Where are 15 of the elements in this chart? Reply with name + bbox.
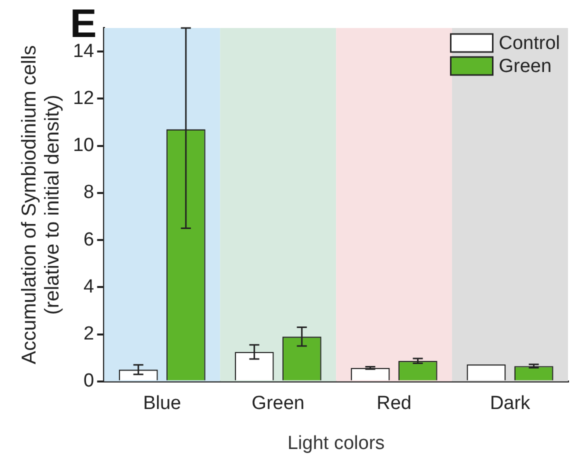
y-tick-label: 0	[84, 370, 94, 392]
legend-label: Control	[498, 33, 560, 54]
x-tick-label: Green	[252, 393, 304, 414]
y-axis-title: Accumulation of Symbiodinium cells (relative to initial density)	[18, 45, 64, 364]
x-axis-title: Light colors	[287, 432, 385, 454]
x-tick-label: Dark	[490, 393, 531, 414]
y-tick-label: 6	[84, 229, 94, 250]
y-tick-label: 10	[72, 135, 94, 156]
x-tick-label: Red	[376, 393, 412, 414]
y-tick-label: 12	[72, 88, 94, 109]
y-tick-label: 2	[84, 324, 94, 345]
legend-label: Green	[498, 56, 552, 78]
y-tick-label: 4	[84, 276, 95, 298]
x-tick-label: Blue	[143, 393, 182, 414]
y-tick-label: 8	[84, 182, 94, 204]
